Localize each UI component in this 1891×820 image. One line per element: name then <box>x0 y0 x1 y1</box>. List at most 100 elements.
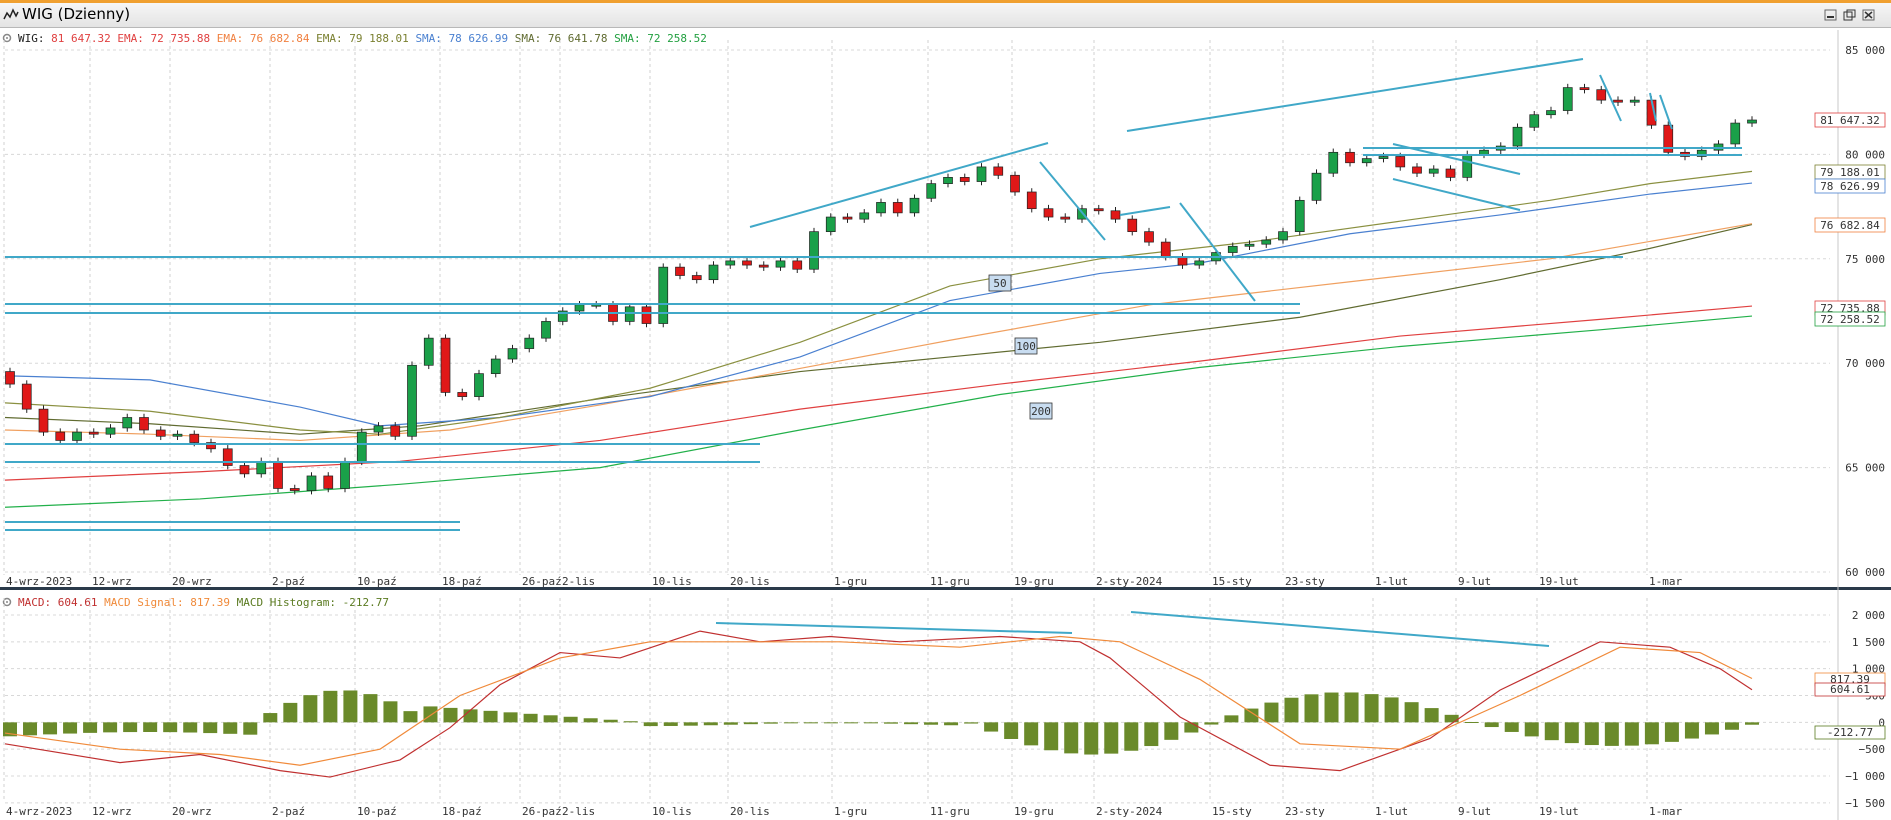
candle <box>1462 154 1473 178</box>
macd-histogram-bar <box>483 710 498 723</box>
ma-period-tag <box>1029 402 1053 420</box>
macd-xtick-label: 2-sty-2024 <box>1096 805 1163 818</box>
macd-xtick-label: 4-wrz-2023 <box>6 805 72 818</box>
restore-button[interactable] <box>1843 9 1856 21</box>
macd-histogram-bar <box>423 706 438 723</box>
candle <box>1629 99 1640 103</box>
minimize-button[interactable] <box>1824 9 1837 21</box>
macd-ytick-label: −1 000 <box>1845 770 1885 783</box>
macd-line <box>4 630 1753 778</box>
macd-histogram-bar <box>383 701 398 723</box>
ma-period-tag <box>1014 337 1038 355</box>
macd-histogram-bar <box>1244 708 1259 723</box>
macd-histogram-bar <box>703 722 718 726</box>
candle <box>390 425 401 437</box>
macd-xtick-label: 2-lis <box>562 805 595 818</box>
legend-sma2-label: SMA: <box>514 32 542 45</box>
price-ytick-label: 75 000 <box>1845 253 1885 266</box>
candle <box>943 177 953 184</box>
candle <box>959 177 970 182</box>
candle <box>1194 260 1205 266</box>
candle <box>1026 191 1037 210</box>
macd-histogram-bar <box>543 715 558 723</box>
window-title: WIG (Dzienny) <box>22 5 131 23</box>
price-xtick-label: 2-lis <box>562 575 595 588</box>
price-value-tag-label: 76 682.84 <box>1820 219 1880 232</box>
candle <box>490 358 501 374</box>
macd-histogram-bar <box>1284 697 1299 723</box>
pane-separator[interactable] <box>0 587 1891 590</box>
macd-histogram-bar <box>1024 722 1039 746</box>
close-button[interactable] <box>1862 9 1875 21</box>
price-ytick-label: 85 000 <box>1845 44 1885 57</box>
macd-histogram-bar <box>743 722 758 725</box>
legend-ema1-value: 72 735.88 <box>150 32 211 45</box>
settings-gear-icon[interactable] <box>0 32 14 44</box>
macd-xtick-label: 18-paź <box>442 805 482 818</box>
candle <box>423 337 434 366</box>
trendline <box>1659 94 1673 130</box>
price-xtick-label: 10-lis <box>652 575 692 588</box>
legend-sma3-label: SMA: <box>614 32 641 45</box>
candle <box>1043 208 1054 218</box>
price-xtick-label: 11-gru <box>930 575 970 588</box>
macd-xtick-label: 19-lut <box>1539 805 1579 818</box>
macd-histogram-bar <box>503 712 518 723</box>
candle <box>1428 168 1439 174</box>
macd-histogram-bar <box>1464 722 1479 724</box>
macd-histogram-bar <box>1544 722 1559 741</box>
candle <box>155 429 166 437</box>
candle <box>1663 124 1674 153</box>
macd-histogram-bar <box>964 722 979 724</box>
legend-signal-label: MACD Signal: <box>104 596 184 609</box>
price-value-tag-label: 81 647.32 <box>1820 114 1880 127</box>
candle <box>1445 168 1456 178</box>
candle <box>792 260 803 270</box>
macd-xtick-label: 11-gru <box>930 805 970 818</box>
macd-value-tag <box>1814 725 1886 740</box>
candle <box>1127 218 1138 233</box>
macd-histogram-bar <box>843 722 858 724</box>
macd-histogram-bar <box>1724 722 1739 730</box>
legend-sma2-value: 76 641.78 <box>547 32 608 45</box>
candle <box>758 264 769 268</box>
settings-gear-icon[interactable] <box>0 596 14 608</box>
candle <box>1562 87 1573 111</box>
price-xtick-label: 1-gru <box>834 575 867 588</box>
legend-ema2-label: EMA: <box>216 32 244 45</box>
price-legend: WIG: 81 647.32 EMA: 72 735.88 EMA: 76 68… <box>0 32 707 46</box>
macd-histogram-bar <box>1224 715 1239 723</box>
macd-histogram-bar <box>523 713 538 723</box>
macd-histogram-bar <box>1004 722 1019 739</box>
macd-histogram-bar <box>1404 702 1419 723</box>
sma50-line <box>4 182 1753 427</box>
candle <box>189 433 200 443</box>
macd-histogram-bar <box>1584 722 1599 746</box>
legend-ema1-label: EMA: <box>117 32 144 45</box>
macd-histogram-bar <box>984 722 999 732</box>
candle <box>172 433 183 437</box>
window-titlebar[interactable]: WIG (Dzienny) <box>0 3 1891 28</box>
macd-histogram-bar <box>243 722 258 735</box>
macd-histogram-bar <box>123 722 138 733</box>
macd-histogram-bar <box>823 722 838 724</box>
macd-histogram-bar <box>343 690 358 723</box>
legend-ema3-value: 79 188.01 <box>349 32 409 45</box>
macd-ytick-label: 1 500 <box>1852 636 1885 649</box>
candle <box>55 431 66 441</box>
macd-histogram-bar <box>263 713 278 723</box>
price-xtick-label: 4-wrz-2023 <box>6 575 72 588</box>
macd-xtick-label: 2-paź <box>272 805 305 818</box>
macd-ytick-label: 2 000 <box>1852 609 1885 622</box>
candle <box>21 383 32 410</box>
macd-trendline <box>715 622 1073 634</box>
macd-histogram-bar <box>1064 722 1079 754</box>
candle <box>1227 245 1238 253</box>
candle <box>1730 122 1741 145</box>
price-value-tag <box>1814 217 1886 233</box>
price-xtick-label: 1-lut <box>1375 575 1408 588</box>
macd-histogram-bar <box>1344 692 1359 723</box>
macd-histogram-bar <box>203 722 218 734</box>
macd-histogram-bar <box>683 722 698 726</box>
